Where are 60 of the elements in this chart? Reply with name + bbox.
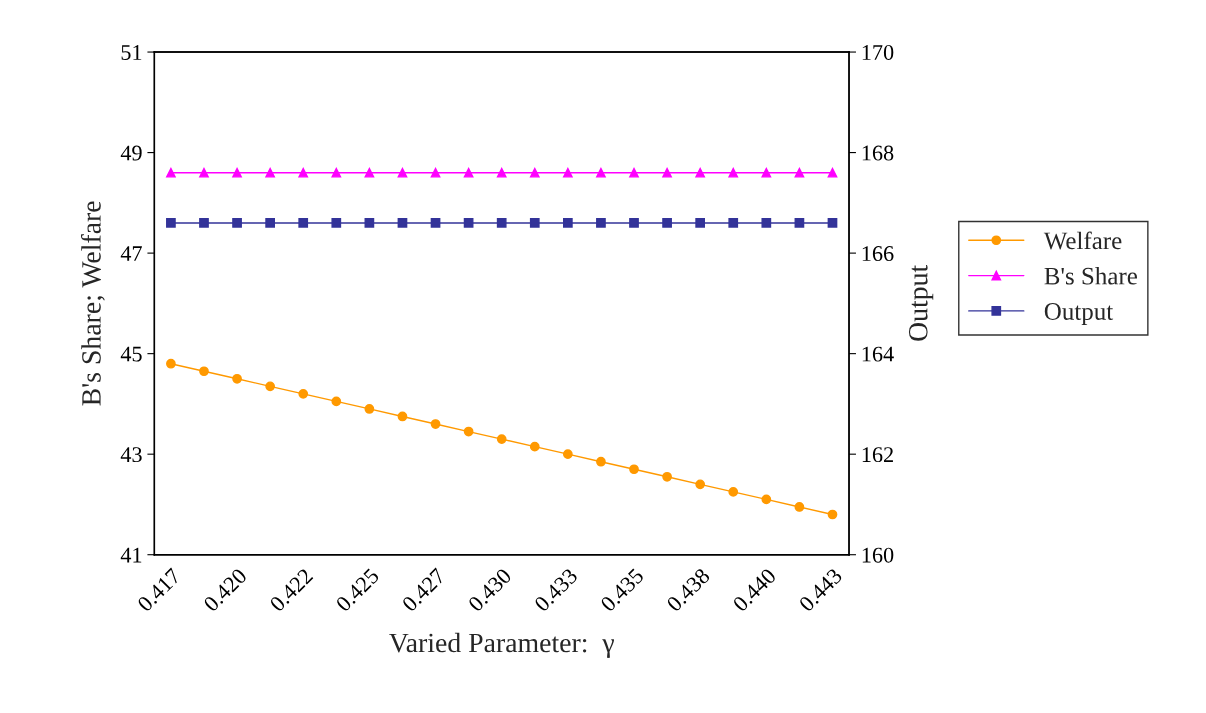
- point: [761, 167, 772, 178]
- point: [728, 167, 739, 178]
- point: [728, 487, 739, 497]
- point: [562, 449, 573, 460]
- y2-tick-label: 162: [862, 447, 893, 463]
- point: [298, 167, 309, 178]
- point: [430, 419, 441, 429]
- y2-tick-label: 166: [862, 246, 894, 262]
- point: [496, 167, 507, 178]
- point: [463, 167, 474, 178]
- y-tick-label: 45: [120, 346, 142, 362]
- point: [794, 502, 805, 512]
- point: [496, 434, 507, 444]
- point: [166, 167, 176, 178]
- point: [827, 509, 838, 520]
- point: [695, 167, 706, 178]
- y2-tick-label: 168: [862, 145, 894, 161]
- point: [827, 167, 838, 178]
- y-tick-label: 51: [121, 45, 142, 60]
- point: [629, 464, 639, 475]
- y-tick-label: 41: [120, 547, 142, 563]
- y-tick-label: 43: [120, 447, 142, 463]
- legend-label: Output: [1044, 303, 1114, 325]
- point: [265, 381, 276, 392]
- point: [331, 396, 342, 407]
- point: [199, 366, 209, 377]
- point: [596, 456, 606, 467]
- point: [529, 167, 540, 178]
- point: [364, 404, 375, 414]
- point: [662, 167, 672, 178]
- legend-label: B's Share: [1044, 266, 1137, 285]
- point: [331, 167, 342, 178]
- point: [265, 167, 276, 178]
- point: [662, 471, 672, 482]
- legend-label: Welfare: [1043, 231, 1122, 250]
- point: [794, 167, 805, 178]
- y2-tick-label: 160: [862, 547, 894, 563]
- point: [629, 167, 639, 178]
- point: [232, 373, 242, 384]
- y2-tick-label: 164: [862, 346, 894, 362]
- point: [562, 167, 573, 178]
- point: [364, 167, 375, 178]
- x-axis-title: Varied Parameter: γ: [389, 632, 615, 658]
- y2-tick-label: 170: [862, 44, 894, 60]
- point: [232, 167, 242, 178]
- y-tick-label: 49: [120, 145, 142, 161]
- point: [529, 441, 540, 452]
- point: [298, 388, 309, 399]
- point: [166, 358, 176, 369]
- y2-axis-title: Output: [908, 264, 934, 341]
- point: [397, 411, 408, 422]
- point: [397, 167, 408, 178]
- point: [596, 167, 606, 178]
- point: [761, 494, 772, 505]
- point: [199, 167, 209, 178]
- y-axis-title: B's Share; Welfare: [80, 201, 105, 406]
- point: [695, 479, 706, 490]
- point: [430, 167, 441, 178]
- point: [463, 426, 474, 437]
- y-tick-label: 47: [120, 246, 142, 261]
